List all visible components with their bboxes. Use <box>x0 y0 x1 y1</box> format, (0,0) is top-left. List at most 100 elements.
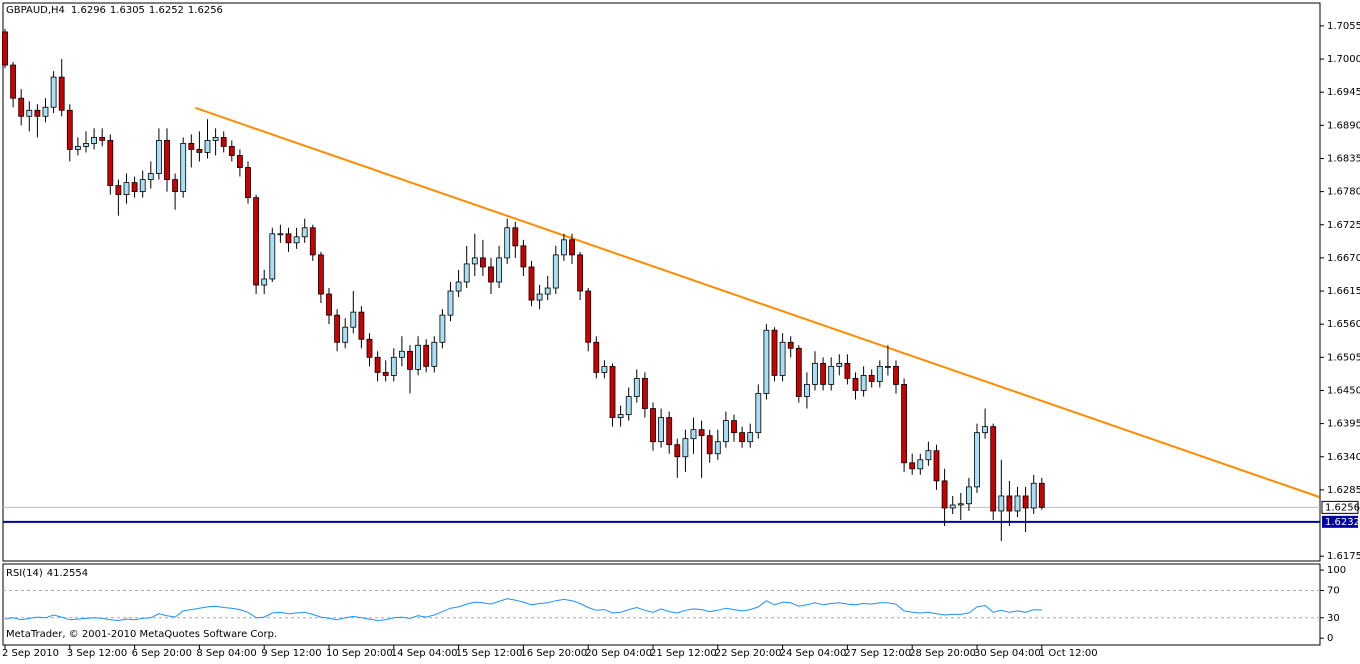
candle-body <box>925 450 932 461</box>
candle-body <box>496 257 503 283</box>
y-tick-label: 1.6835 <box>1327 153 1360 164</box>
candle-body <box>342 326 349 343</box>
candle-body <box>544 287 551 295</box>
candle-body <box>261 278 268 286</box>
candle-body <box>885 365 891 368</box>
x-tick-label: 6 Sep 20:00 <box>132 648 192 659</box>
x-tick-label: 15 Sep 12:00 <box>456 648 523 659</box>
candle-body <box>868 375 875 382</box>
candle-body <box>569 239 575 256</box>
candle-body <box>269 233 276 280</box>
candle-body <box>42 106 49 117</box>
x-tick-label: 14 Sep 04:00 <box>391 648 458 659</box>
candle-body <box>998 495 1005 512</box>
rsi-value: 41.2554 <box>47 568 88 579</box>
y-tick-label: 1.6285 <box>1327 485 1360 496</box>
rsi-tick-label: 30 <box>1327 613 1340 624</box>
candle-body <box>933 450 940 482</box>
candle-body <box>212 136 219 141</box>
x-tick-label: 8 Sep 04:00 <box>196 648 256 659</box>
y-tick-label: 1.7000 <box>1327 54 1360 65</box>
candle-body <box>196 149 203 153</box>
y-tick-label: 1.6505 <box>1327 352 1360 363</box>
candle-body <box>326 293 332 316</box>
current-price-box <box>1321 500 1359 514</box>
candle-body <box>901 384 907 464</box>
candle-body <box>593 341 600 373</box>
candle-body <box>625 396 632 415</box>
candle-body <box>528 266 535 301</box>
x-tick-label: 9 Sep 12:00 <box>261 648 321 659</box>
candle-body <box>512 227 519 247</box>
candle-body <box>10 64 17 99</box>
candle-body <box>957 503 964 506</box>
trendline <box>195 106 1320 499</box>
candle-body <box>763 329 770 394</box>
candle-body <box>488 266 494 283</box>
support-box <box>1322 515 1358 528</box>
symbol: GBPAUD,H4 <box>6 5 65 16</box>
x-tick-label: 10 Sep 20:00 <box>326 648 393 659</box>
candle-body <box>949 504 956 509</box>
candle-body <box>642 378 648 409</box>
candle-body <box>1022 495 1029 509</box>
candle-body <box>236 155 243 168</box>
y-tick-label: 1.6780 <box>1327 187 1360 198</box>
candle-body <box>66 109 73 150</box>
candle-body <box>1030 482 1037 509</box>
candle-body <box>350 311 357 328</box>
candle-body <box>617 414 624 418</box>
candle-body <box>982 426 988 434</box>
y-tick-label: 1.7055 <box>1327 21 1360 32</box>
candle-body <box>115 185 122 196</box>
candle-body <box>309 227 316 256</box>
candle-body <box>666 417 673 446</box>
candle-body <box>463 263 470 283</box>
current-price-label: 1.6256 <box>1325 502 1360 513</box>
x-tick-label: 21 Sep 12:00 <box>650 648 717 659</box>
y-tick-label: 1.6615 <box>1327 286 1360 297</box>
candle-body <box>455 281 462 292</box>
candle-body <box>358 311 365 340</box>
candle-body <box>779 341 786 376</box>
y-tick-label: 1.6395 <box>1327 419 1360 430</box>
y-tick-label: 1.6340 <box>1327 452 1360 463</box>
x-tick-label: 2 Sep 2010 <box>2 648 59 659</box>
candle-body <box>755 393 762 434</box>
candle-body <box>447 290 454 316</box>
rsi-tick-label: 0 <box>1327 633 1333 644</box>
candle-body <box>147 173 154 180</box>
candle-body <box>139 179 146 193</box>
candle-body <box>698 429 705 437</box>
candle-body <box>650 408 656 443</box>
candle-body <box>820 362 826 385</box>
candle-body <box>479 257 486 268</box>
candle-body <box>504 227 511 259</box>
y-tick-label: 1.6175 <box>1327 551 1360 562</box>
candle-body <box>107 139 114 186</box>
main-panel <box>2 2 1321 562</box>
candle-body <box>714 441 721 455</box>
candle-body <box>739 432 745 443</box>
candle-body <box>382 371 389 376</box>
candle-body <box>285 233 292 244</box>
candle-body <box>366 338 373 358</box>
rsi-tick-label: 70 <box>1327 586 1340 597</box>
y-tick-label: 1.6725 <box>1327 220 1360 231</box>
candle-body <box>974 432 980 488</box>
candle-body <box>415 344 422 370</box>
y-tick-label: 1.6670 <box>1327 253 1360 264</box>
candle-body <box>75 146 81 150</box>
candle-body <box>601 365 608 373</box>
candle-body <box>34 109 41 117</box>
candle-body <box>407 350 413 370</box>
candle-body <box>2 31 8 66</box>
candle-body <box>334 314 341 343</box>
rsi-header: RSI(14) 41.2554 <box>6 568 88 579</box>
candle-body <box>609 365 616 418</box>
candle-body <box>723 420 729 443</box>
candle-body <box>812 362 818 385</box>
x-tick-label: 28 Sep 20:00 <box>909 648 976 659</box>
candle-body <box>577 254 583 292</box>
